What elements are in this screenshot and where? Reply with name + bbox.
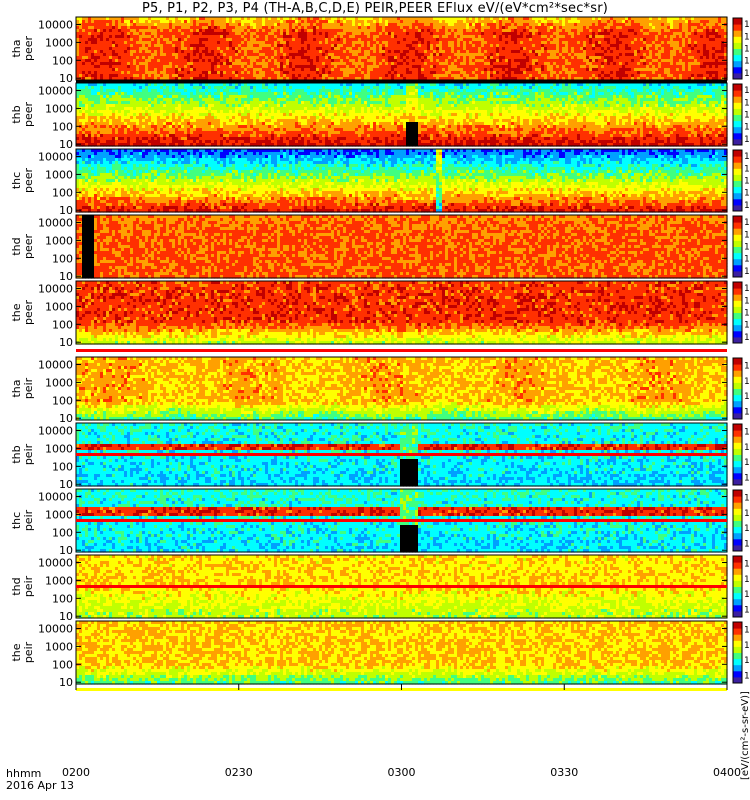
spectrogram-cells: [76, 17, 728, 81]
spectrogram-panel-tha-peer: 10100100010000thapeer10⁰10²10⁴10⁶10⁸: [10, 17, 750, 85]
